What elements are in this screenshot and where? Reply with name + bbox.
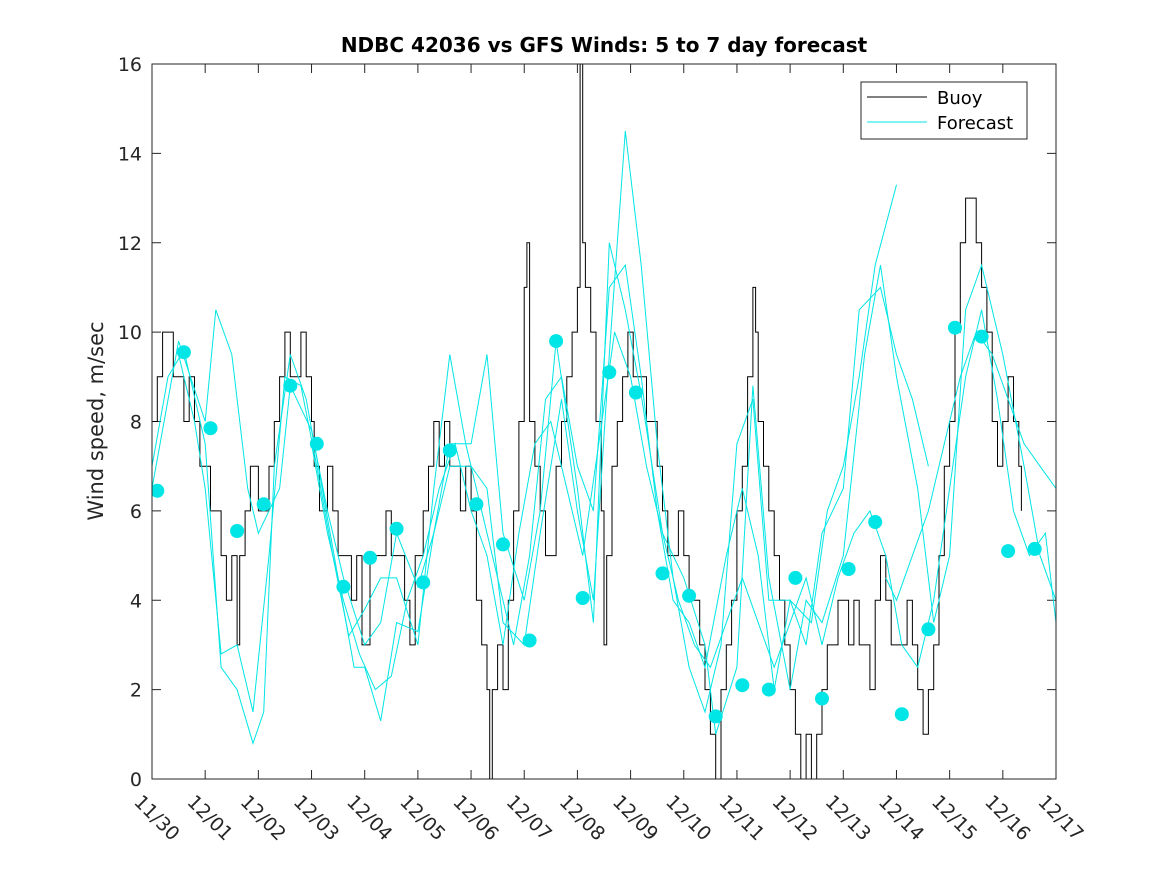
y-tick-label: 6 [130,501,142,523]
forecast-line [885,331,1056,602]
y-tick-label: 16 [118,54,142,76]
forecast-point [203,421,218,436]
forecast-line [152,242,1056,735]
buoy-line [152,64,1022,779]
legend-label-forecast: Forecast [937,113,1013,134]
y-tick-label: 0 [130,769,142,791]
forecast-point [416,575,431,590]
forecast-point [655,566,670,581]
forecast-point [549,334,564,349]
forecast-point [1001,544,1016,559]
forecast-point [336,579,351,594]
forecast-point [176,345,191,360]
y-axis-label: Wind speed, m/sec [84,321,108,520]
forecast-point [708,709,723,724]
y-tick-label: 10 [118,322,142,344]
forecast-point [309,436,324,451]
forecast-point [389,521,404,536]
y-tick-label: 2 [130,680,142,702]
forecast-point [442,443,457,458]
legend: Buoy Forecast [860,81,1028,140]
y-tick-label: 4 [130,590,142,612]
y-tick-label: 14 [118,143,142,165]
legend-box [860,81,1028,140]
forecast-point [363,550,377,565]
forecast-point [230,524,245,538]
series-layer [152,64,1056,779]
forecast-point [256,497,271,512]
forecast-point [283,378,298,393]
forecast-point [682,588,697,603]
forecast-point [522,633,537,648]
plot-frame [151,63,1057,780]
forecast-point [894,707,909,722]
forecast-point [868,515,883,529]
forecast-point [788,570,803,585]
forecast-point [735,678,750,693]
forecast-line [311,309,1056,691]
forecast-point [152,483,165,498]
forecast-point [1027,541,1042,556]
forecast-point [496,537,510,552]
forecast-point [948,320,962,335]
forecast-line [152,130,897,745]
forecast-point [602,365,617,380]
forecast-point [469,497,484,512]
forecast-point [974,329,989,344]
forecast-point [841,562,856,576]
y-tick-label: 12 [118,233,142,255]
legend-label-buoy: Buoy [937,88,983,109]
chart-title: NDBC 42036 vs GFS Winds: 5 to 7 day fore… [341,33,868,57]
forecast-point [815,691,829,706]
y-tick-label: 8 [130,412,142,434]
forecast-point [575,591,590,605]
forecast-point [921,622,936,637]
forecast-point [628,385,643,400]
forecast-point [761,682,776,697]
